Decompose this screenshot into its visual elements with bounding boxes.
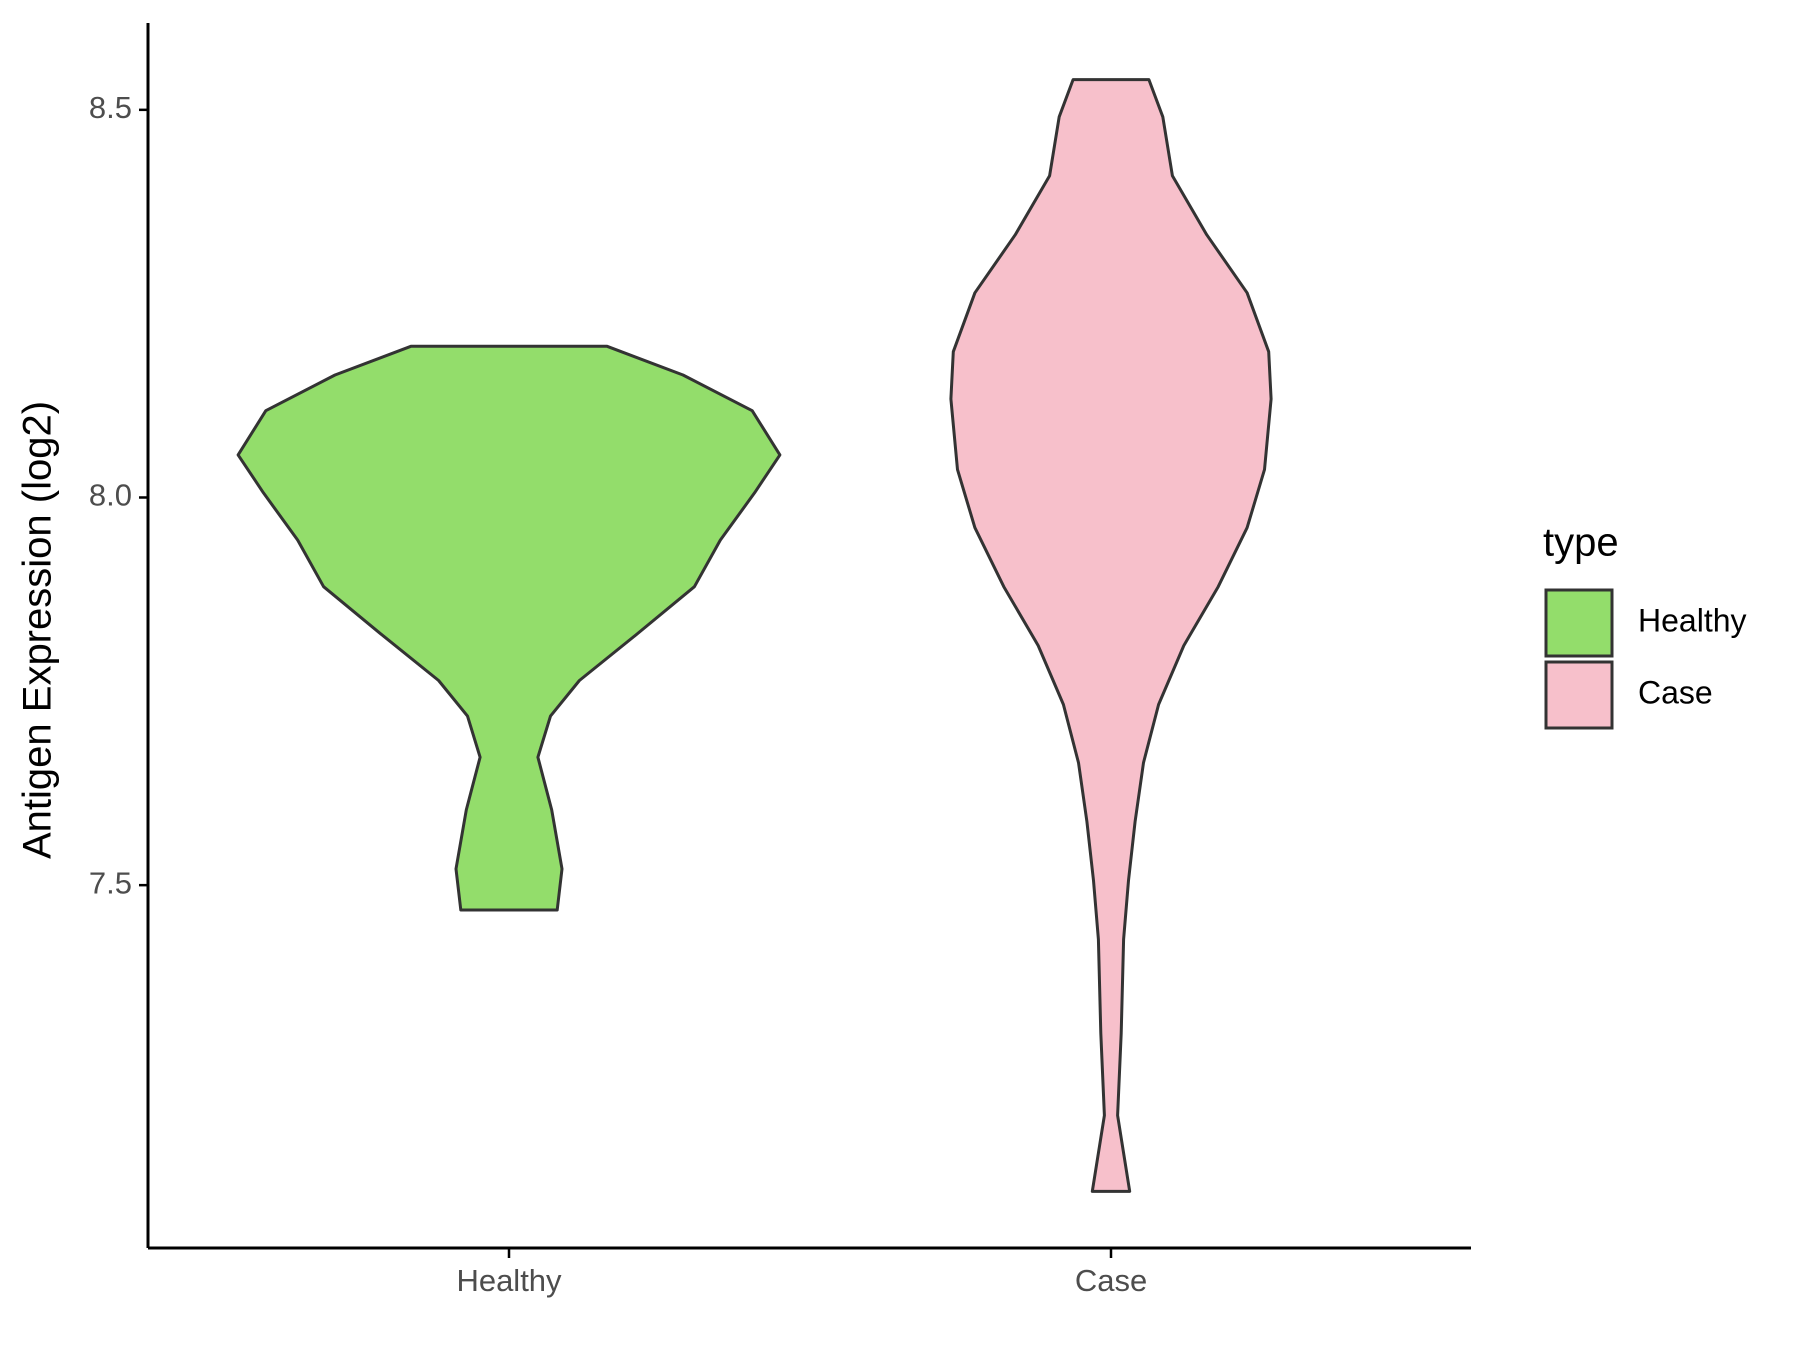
legend-swatch (1544, 588, 1614, 658)
legend-label: Healthy (1638, 602, 1747, 638)
y-tick-label: 8.5 (89, 90, 132, 125)
legend-swatch (1544, 660, 1614, 730)
violin (949, 78, 1273, 1193)
x-tick-label: Healthy (456, 1263, 562, 1298)
violin (236, 344, 782, 912)
y-axis-title: Antigen Expression (log2) (16, 401, 60, 859)
legend-title: type (1543, 521, 1619, 565)
y-tick-label: 8.0 (89, 478, 132, 513)
y-tick-label: 7.5 (89, 865, 132, 900)
legend-label: Case (1638, 674, 1713, 710)
x-tick-label: Case (1075, 1263, 1147, 1298)
